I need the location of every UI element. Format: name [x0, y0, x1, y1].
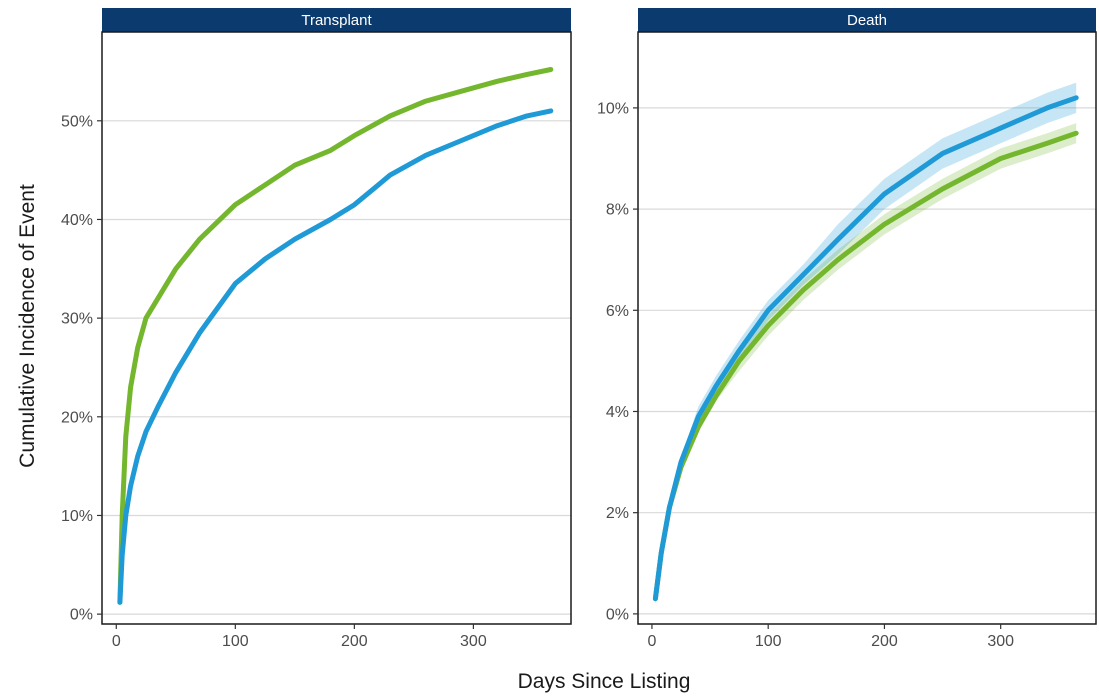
y-tick-label: 8% — [606, 202, 629, 219]
strip-label: Transplant — [301, 12, 372, 29]
x-tick-label: 300 — [460, 633, 487, 650]
series-line-green — [117, 67, 554, 605]
x-tick-label: 100 — [222, 633, 249, 650]
y-tick-label: 2% — [606, 505, 629, 522]
panel-1: Death 0% 2% 4% 6% 8% 10% 0 100 200 300 — [597, 8, 1097, 650]
x-tick-label: 0 — [647, 633, 656, 650]
y-axis-title: Cumulative Incidence of Event — [16, 184, 39, 468]
confidence-band-green — [655, 123, 1077, 604]
strip-header — [638, 8, 1096, 32]
y-tick-label: 0% — [606, 606, 629, 623]
confidence-band-blue — [655, 82, 1077, 604]
x-tick-label: 0 — [112, 633, 121, 650]
x-tick-label: 200 — [341, 633, 368, 650]
y-tick-label: 10% — [597, 100, 629, 117]
strip-header — [102, 8, 571, 32]
x-axis-title: Days Since Listing — [518, 670, 691, 693]
series-line-blue — [652, 95, 1079, 602]
y-tick-label: 0% — [70, 607, 93, 624]
y-tick-label: 6% — [606, 303, 629, 320]
x-tick-label: 100 — [755, 633, 782, 650]
panel-0: Transplant 0% 10% 20% 30% 40% 50% 0 100 200 300 — [61, 8, 572, 650]
y-tick-label: 20% — [61, 409, 93, 426]
series-line-blue — [117, 108, 554, 605]
panel-border — [637, 31, 1097, 625]
y-tick-label: 50% — [61, 113, 93, 130]
x-tick-label: 300 — [987, 633, 1014, 650]
y-tick-label: 40% — [61, 212, 93, 229]
y-tick-label: 10% — [61, 508, 93, 525]
x-tick-label: 200 — [871, 633, 898, 650]
y-tick-label: 4% — [606, 404, 629, 421]
y-tick-label: 30% — [61, 311, 93, 328]
panel-border — [101, 31, 572, 625]
strip-label: Death — [847, 12, 887, 29]
